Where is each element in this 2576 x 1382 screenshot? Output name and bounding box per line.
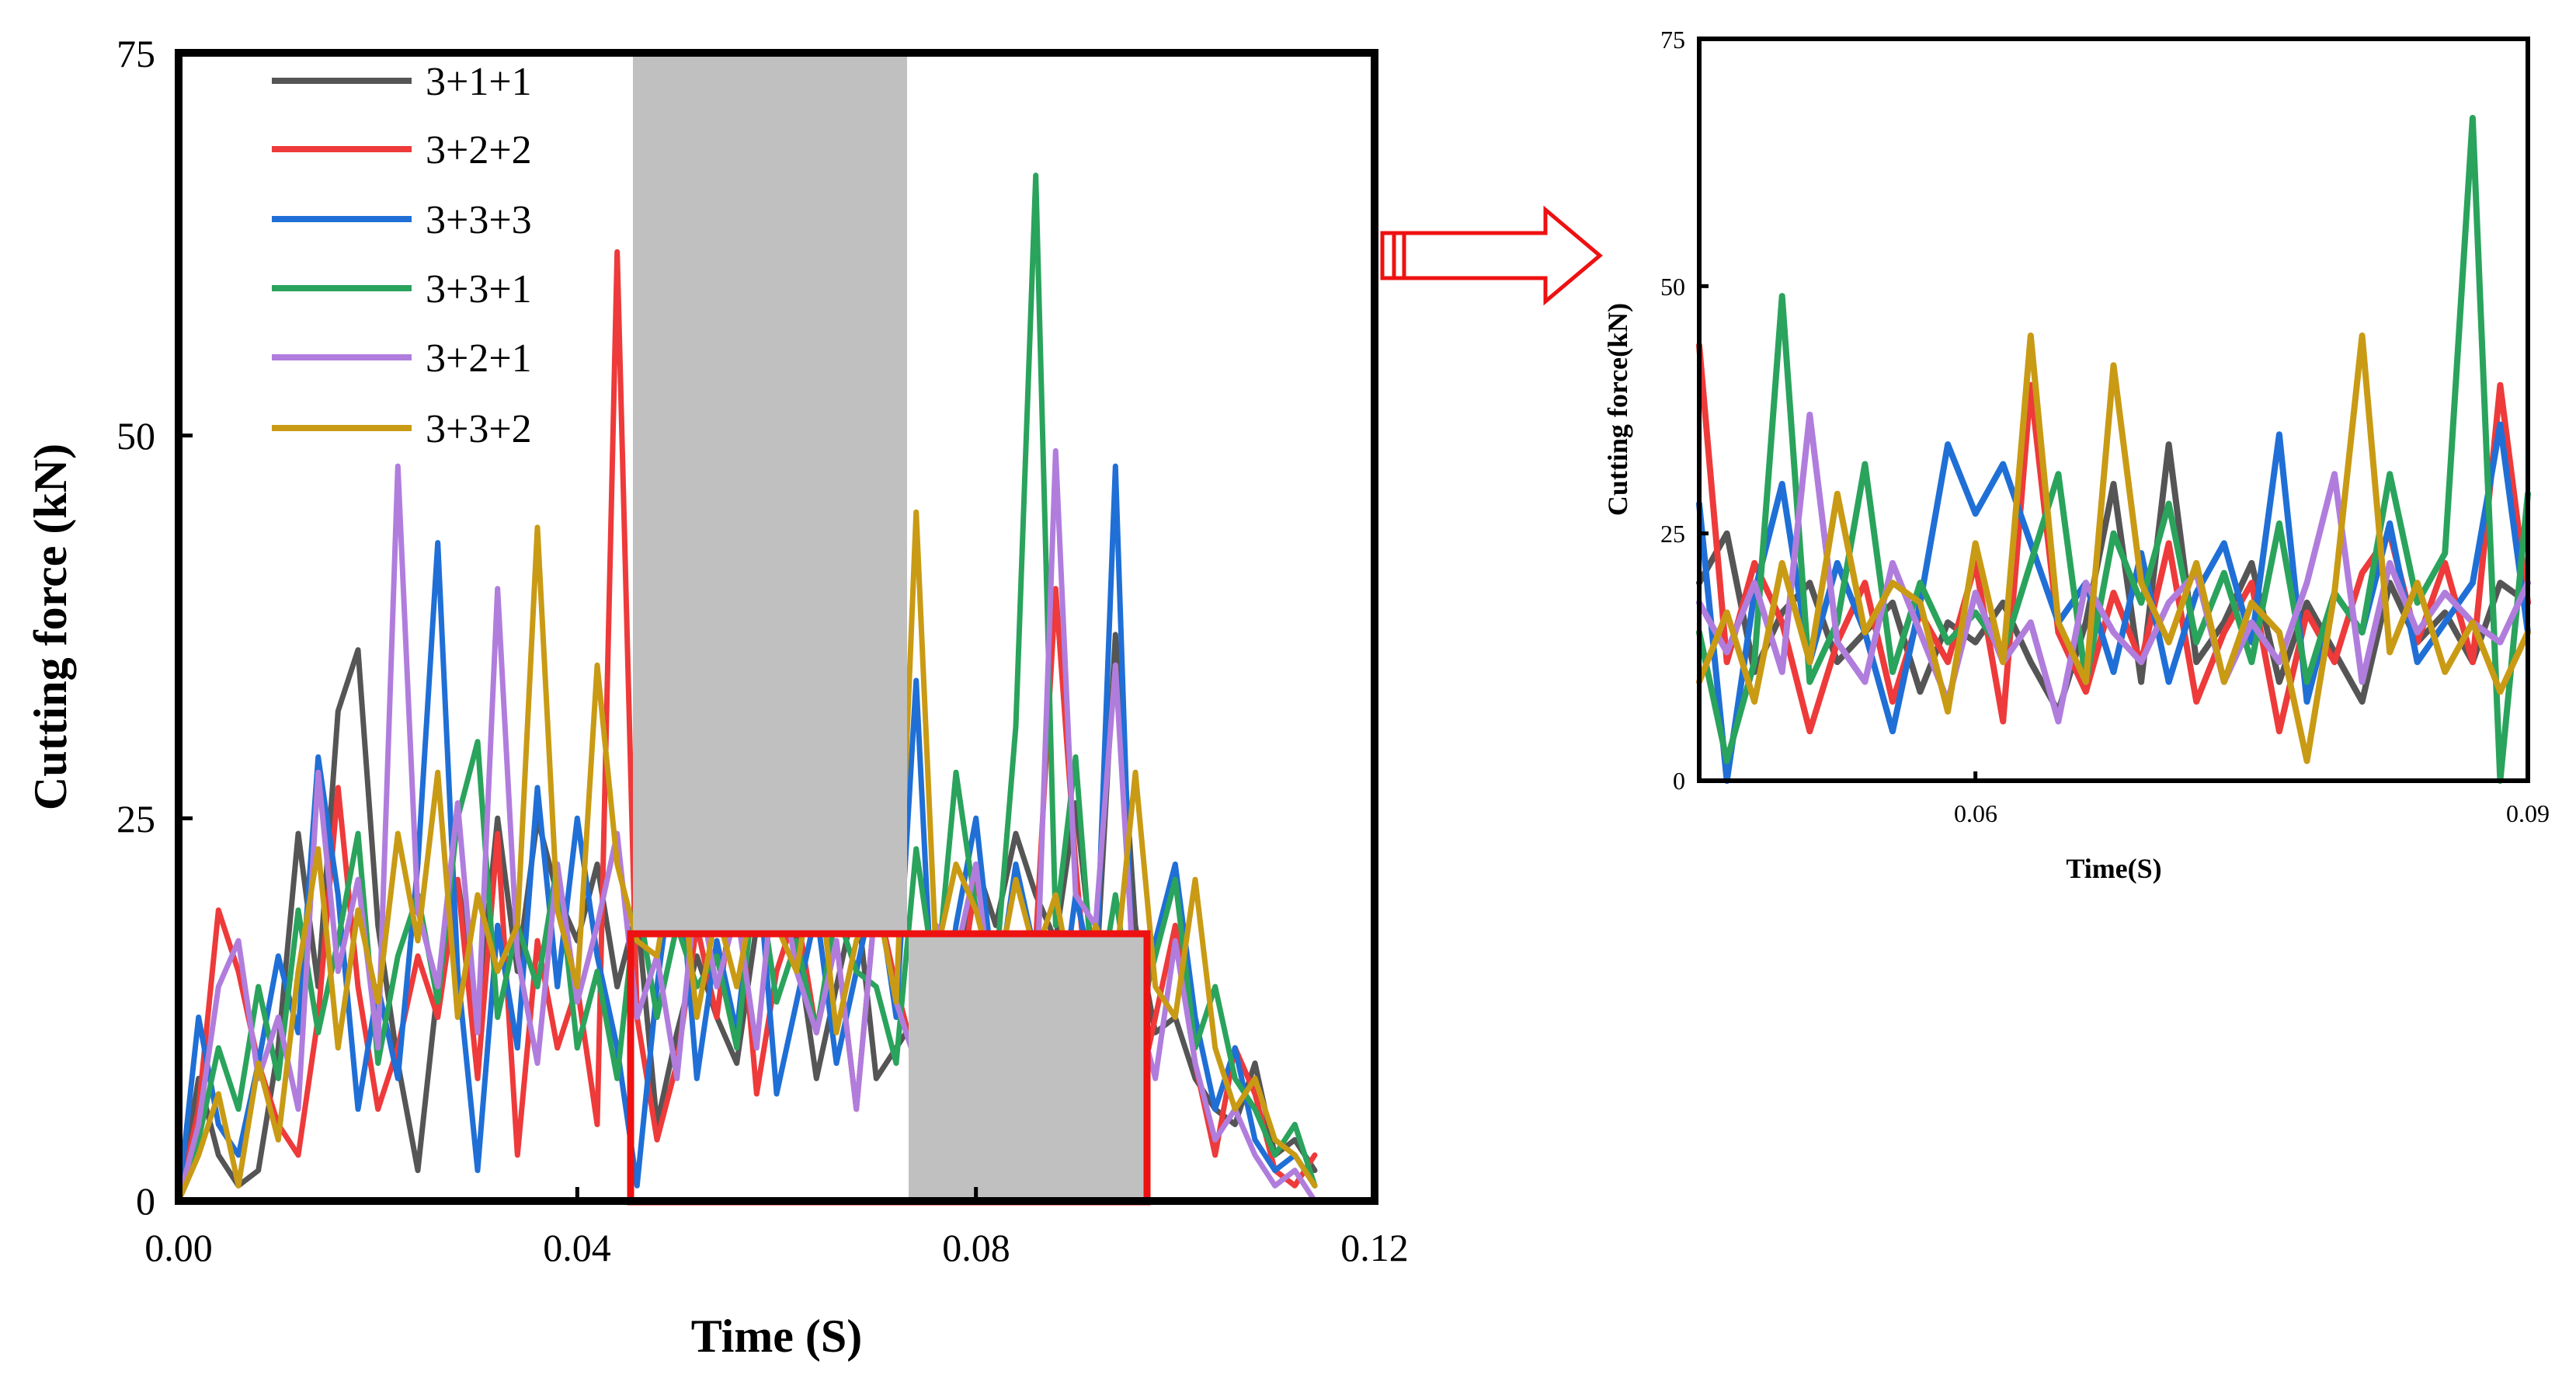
inset-ticks — [1699, 37, 2530, 783]
legend-label: 3+1+1 — [426, 60, 532, 104]
inset-ytick-label: 0 — [1673, 767, 1685, 795]
legend-label: 3+2+2 — [426, 128, 532, 172]
legend-label: 3+3+3 — [426, 198, 532, 242]
inset-xtick-label: 0.09 — [2506, 799, 2550, 827]
series-line-3+3+3 — [1696, 421, 2531, 784]
main-chart: 0 25 50 75 0.00 0.04 0.08 0.12 Time (S) … — [25, 32, 1409, 1362]
main-ytick-label: 75 — [116, 32, 155, 75]
main-xtick-label: 0.04 — [543, 1226, 611, 1269]
zoom-arrow-icon — [1380, 205, 1603, 306]
legend: 3+1+1 3+2+2 3+3+3 3+3+1 3+2+1 3+3+2 — [272, 60, 532, 451]
inset-axis-frame — [1697, 37, 2530, 783]
inset-xtick-label: 0.06 — [1954, 799, 1997, 827]
legend-label: 3+3+1 — [426, 267, 532, 312]
main-xtick-label: 0.12 — [1340, 1226, 1409, 1269]
main-ticks — [176, 50, 1377, 1203]
main-ytick-label: 50 — [116, 414, 155, 458]
legend-label: 3+2+1 — [426, 336, 532, 381]
main-ytick-label: 25 — [116, 797, 155, 841]
legend-label: 3+3+2 — [426, 407, 532, 451]
series-line-3+3+2 — [1696, 332, 2531, 764]
main-x-axis-title: Time (S) — [691, 1311, 863, 1362]
inset-series-group — [1696, 114, 2531, 784]
series-line-3+2+1 — [1696, 411, 2531, 725]
inset-ytick-label: 25 — [1660, 520, 1685, 548]
gray-mask-lower — [909, 934, 1145, 1202]
gray-mask-upper — [633, 50, 907, 934]
inset-ytick-label: 75 — [1660, 26, 1685, 54]
main-xtick-label: 0.08 — [942, 1226, 1010, 1269]
main-xtick-label: 0.00 — [144, 1226, 213, 1269]
main-axis-frame — [175, 49, 1378, 1205]
inset-ytick-label: 50 — [1660, 273, 1685, 301]
main-ytick-label: 0 — [136, 1179, 155, 1223]
inset-x-axis-title: Time(S) — [2066, 853, 2161, 884]
series-line-3+1+1 — [1696, 441, 2531, 715]
main-y-axis-title: Cutting force (kN) — [25, 444, 76, 810]
inset-y-axis-title: Cutting force(kN) — [1602, 303, 1633, 516]
inset-chart: 0 25 50 75 0.06 0.09 Time(S) Cutting for… — [1602, 26, 2550, 884]
